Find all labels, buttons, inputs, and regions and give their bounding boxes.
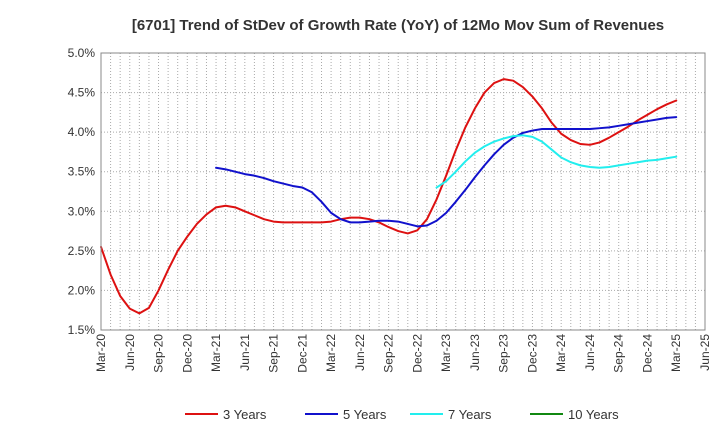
series-line-5-years xyxy=(215,116,678,228)
y-tick-label: 2.5% xyxy=(68,244,96,258)
y-tick-label: 3.5% xyxy=(68,165,96,179)
x-tick-label: Jun-20 xyxy=(123,334,137,371)
legend-label: 5 Years xyxy=(343,407,387,422)
legend-label: 7 Years xyxy=(448,407,492,422)
x-tick-label: Sep-20 xyxy=(152,334,166,373)
y-axis: 1.5% 2.0% 2.5% 3.0% 3.5% 4.0% 4.5% 5.0% xyxy=(68,46,96,337)
x-tick-label: Mar-25 xyxy=(669,334,683,372)
plot-border xyxy=(100,52,706,331)
x-tick-label: Mar-24 xyxy=(554,334,568,372)
x-tick-label: Sep-21 xyxy=(267,334,281,373)
plot-area xyxy=(101,53,705,330)
y-tick-label: 3.0% xyxy=(68,204,96,218)
x-tick-label: Dec-22 xyxy=(410,334,424,373)
x-tick-label: Jun-23 xyxy=(468,334,482,371)
x-tick-label: Mar-21 xyxy=(209,334,223,372)
x-tick-label: Jun-22 xyxy=(353,334,367,371)
x-tick-label: Mar-23 xyxy=(439,334,453,372)
y-tick-label: 5.0% xyxy=(68,46,96,60)
series-lines xyxy=(100,78,678,315)
x-tick-label: Mar-22 xyxy=(324,334,338,372)
x-tick-label: Mar-20 xyxy=(94,334,108,372)
x-tick-label: Sep-22 xyxy=(382,334,396,373)
x-tick-label: Sep-24 xyxy=(612,334,626,373)
x-tick-label: Dec-21 xyxy=(295,334,309,373)
series-line-3-years xyxy=(100,78,678,315)
chart-title: [6701] Trend of StDev of Growth Rate (Yo… xyxy=(132,17,664,34)
x-tick-label: Jun-25 xyxy=(698,334,712,371)
y-tick-label: 4.0% xyxy=(68,125,96,139)
y-tick-label: 1.5% xyxy=(68,323,96,337)
legend-label: 3 Years xyxy=(223,407,267,422)
legend-label: 10 Years xyxy=(568,407,619,422)
x-tick-label: Dec-23 xyxy=(525,334,539,373)
y-tick-label: 2.0% xyxy=(68,283,96,297)
series-line-7-years xyxy=(435,134,678,189)
y-tick-label: 4.5% xyxy=(68,86,96,100)
legend: 3 Years 5 Years 7 Years 10 Years xyxy=(185,407,619,422)
x-tick-label: Dec-20 xyxy=(180,334,194,373)
x-tick-label: Jun-21 xyxy=(238,334,252,371)
x-tick-label: Sep-23 xyxy=(497,334,511,373)
x-tick-label: Dec-24 xyxy=(640,334,654,373)
x-axis: Mar-20 Jun-20 Sep-20 Dec-20 Mar-21 Jun-21 Sep-… xyxy=(94,334,712,373)
x-tick-label: Jun-24 xyxy=(583,334,597,371)
